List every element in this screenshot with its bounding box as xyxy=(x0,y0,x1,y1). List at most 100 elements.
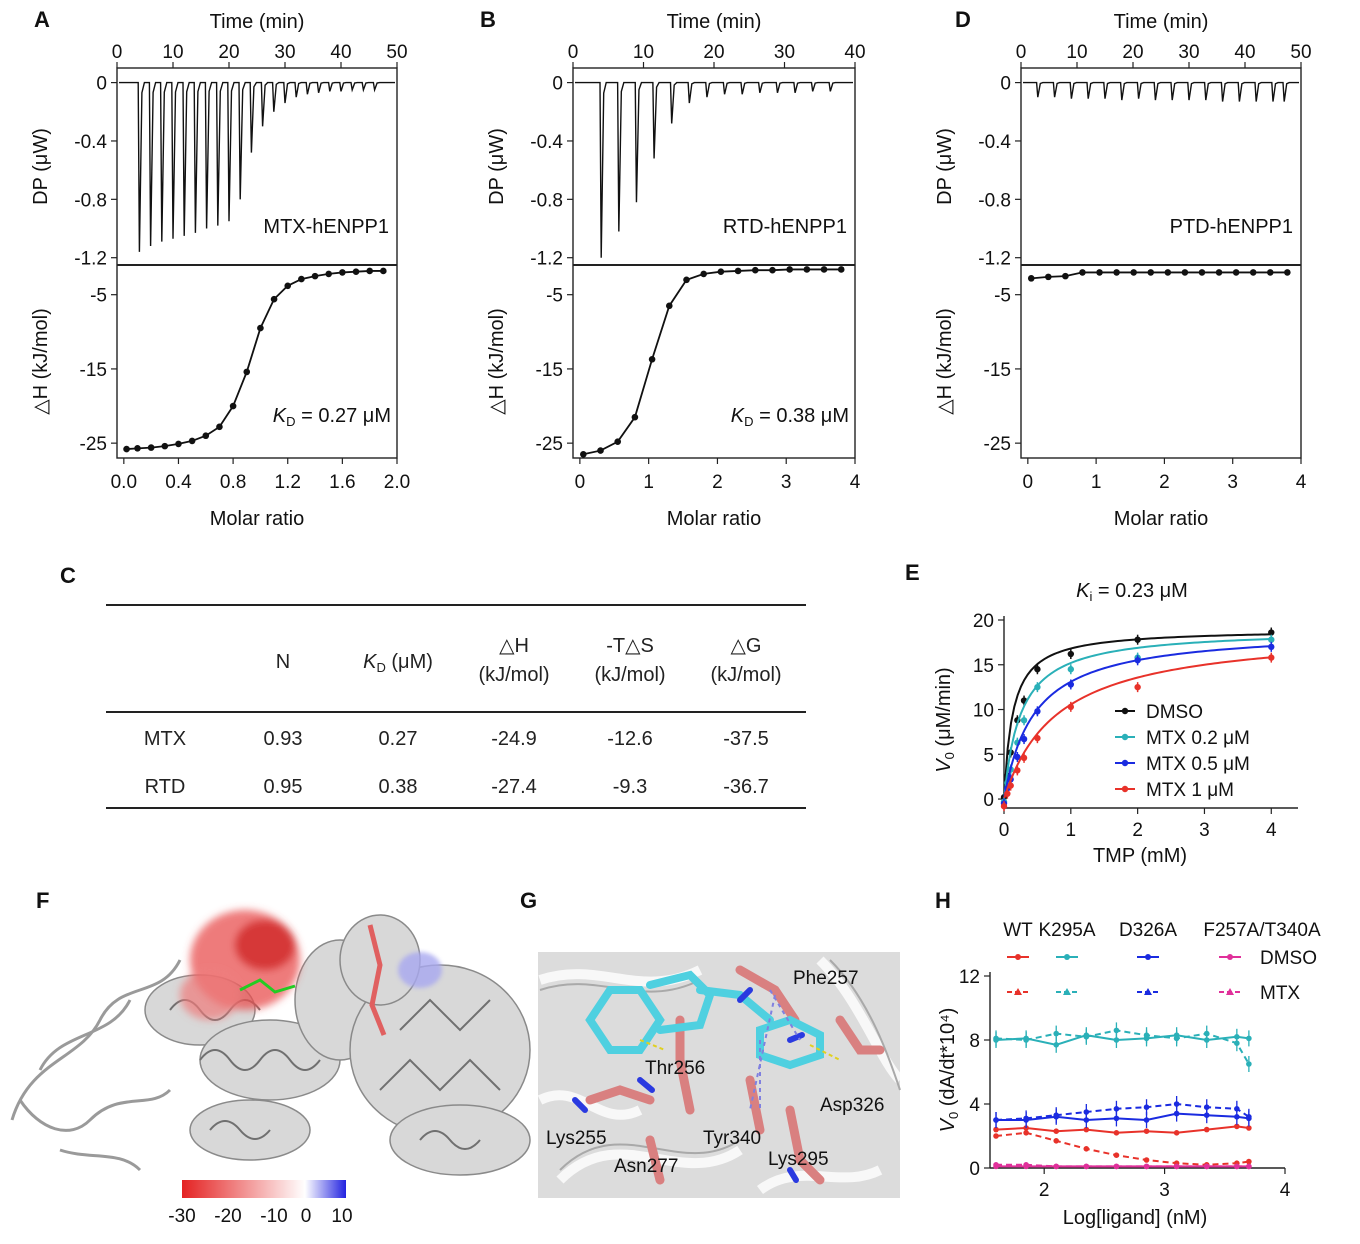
column-label-wt: WT xyxy=(1003,920,1033,941)
data-point xyxy=(1053,1042,1060,1048)
x-tick-label: 0 xyxy=(575,472,586,493)
table-header-dh-unit: (kJ/mol) xyxy=(478,664,549,686)
residue-label: Lys255 xyxy=(546,1128,607,1149)
y-tick-label: -25 xyxy=(80,434,107,455)
data-point xyxy=(751,266,759,274)
x-axis-label-top: Time (min) xyxy=(210,11,305,33)
data-point xyxy=(1053,1163,1060,1170)
data-point xyxy=(1173,1035,1180,1042)
y-tick-label: -15 xyxy=(984,360,1011,381)
residue-label: Lys295 xyxy=(768,1149,829,1170)
data-point xyxy=(1023,1115,1029,1122)
dmso-line xyxy=(995,1034,1250,1046)
x-tick-label: 4 xyxy=(1296,472,1307,493)
kinetics-chart: Ki = 0.23 μM TMP (mM) V0 (μM/min) 0 1 2 3 4 0… xyxy=(933,580,1298,867)
legend-marker xyxy=(1063,988,1071,995)
legend-mtx: MTX xyxy=(1260,983,1300,1004)
table-header-tds-unit: (kJ/mol) xyxy=(594,664,665,686)
data-point xyxy=(1034,734,1041,742)
x-tick-label: 50 xyxy=(386,42,407,63)
table-row-name: RTD xyxy=(145,776,186,798)
data-point xyxy=(1246,1061,1252,1067)
y-axis-label: V0 (μM/min) xyxy=(933,667,957,772)
data-point xyxy=(1053,1138,1060,1144)
data-point xyxy=(1053,1128,1060,1134)
y-tick-label: -1.2 xyxy=(74,249,107,270)
data-point xyxy=(1113,1163,1120,1170)
data-point xyxy=(123,445,130,453)
table-header-dh: △H xyxy=(499,635,529,657)
y-axis-label: △H (kJ/mol) xyxy=(30,308,52,414)
data-point xyxy=(216,423,223,431)
legend-entry: MTX 1 μM xyxy=(1146,780,1234,801)
data-point xyxy=(1113,1152,1120,1158)
kd-annotation: KD = 0.27 μM xyxy=(273,405,391,429)
data-point xyxy=(1143,1128,1150,1134)
data-point xyxy=(648,355,656,363)
data-point xyxy=(366,267,373,275)
x-axis-label: Molar ratio xyxy=(667,508,761,530)
table-cell: -27.4 xyxy=(491,776,537,798)
residue-label: Thr256 xyxy=(645,1058,705,1079)
mtx-line xyxy=(996,1163,1249,1168)
data-point xyxy=(243,368,251,376)
x-tick-label: 1 xyxy=(643,472,654,493)
x-tick-label: 30 xyxy=(1178,42,1199,63)
y-tick-label: -15 xyxy=(80,360,107,381)
x-axis-label: Log[ligand] (nM) xyxy=(1063,1207,1208,1229)
x-tick-label: 0 xyxy=(1016,42,1027,63)
protein-structure-image: -30 -20 -10 0 10 xyxy=(10,910,531,1227)
x-tick-label: 20 xyxy=(218,42,239,63)
mtx-line xyxy=(995,1131,1250,1166)
legend-marker xyxy=(1226,988,1234,995)
data-point xyxy=(188,437,196,445)
data-point xyxy=(161,442,169,450)
colorbar xyxy=(182,1180,346,1198)
data-point xyxy=(1113,1027,1120,1034)
data-point xyxy=(1113,1106,1120,1112)
data-point xyxy=(1096,269,1103,276)
data-point xyxy=(380,267,387,275)
x-tick-label: 50 xyxy=(1290,42,1311,63)
legend-marker xyxy=(1145,954,1151,960)
table-cell: -9.3 xyxy=(613,776,647,798)
x-tick-label: 30 xyxy=(774,42,795,63)
data-point xyxy=(665,302,673,310)
data-point xyxy=(1130,269,1137,276)
legend-marker xyxy=(1227,954,1233,960)
ki-title: Ki = 0.23 μM xyxy=(1076,580,1188,604)
data-point xyxy=(1023,1037,1029,1043)
table-header-dg: △G xyxy=(731,635,762,657)
data-point xyxy=(1234,1163,1240,1170)
panel-label-g: G xyxy=(520,888,537,913)
data-point xyxy=(339,269,346,276)
data-point xyxy=(1203,1104,1210,1110)
y-tick-label: 20 xyxy=(973,611,994,632)
table-cell: 0.95 xyxy=(264,776,303,798)
y-tick-label: 15 xyxy=(973,656,994,677)
y-tick-label: -0.4 xyxy=(74,132,107,153)
y-tick-label: 5 xyxy=(983,745,994,766)
itc-panel-a: 0 10 20 30 40 50 Time (min) 0 -0.4 -0.8 -1.2 DP (μW… xyxy=(30,11,410,530)
colorbar-tick: 10 xyxy=(331,1206,352,1227)
data-point xyxy=(1266,269,1274,276)
mtx-line xyxy=(995,1102,1250,1121)
data-point xyxy=(1143,1104,1150,1110)
data-point xyxy=(1164,269,1172,276)
data-point xyxy=(1134,657,1141,664)
legend-marker xyxy=(1015,954,1021,960)
data-point xyxy=(1067,650,1075,658)
y-tick-label: -5 xyxy=(546,286,563,307)
data-point xyxy=(229,402,237,410)
x-tick-label: 1.6 xyxy=(329,472,355,493)
data-point xyxy=(1014,753,1021,761)
data-point xyxy=(1134,683,1141,691)
y-tick-label: -5 xyxy=(90,286,107,307)
data-point xyxy=(1143,1163,1150,1170)
y-tick-label: -1.2 xyxy=(978,249,1011,270)
data-point xyxy=(325,270,333,278)
data-point xyxy=(1113,1037,1120,1043)
x-tick-label: 4 xyxy=(1280,1180,1291,1201)
data-point xyxy=(1268,636,1275,643)
